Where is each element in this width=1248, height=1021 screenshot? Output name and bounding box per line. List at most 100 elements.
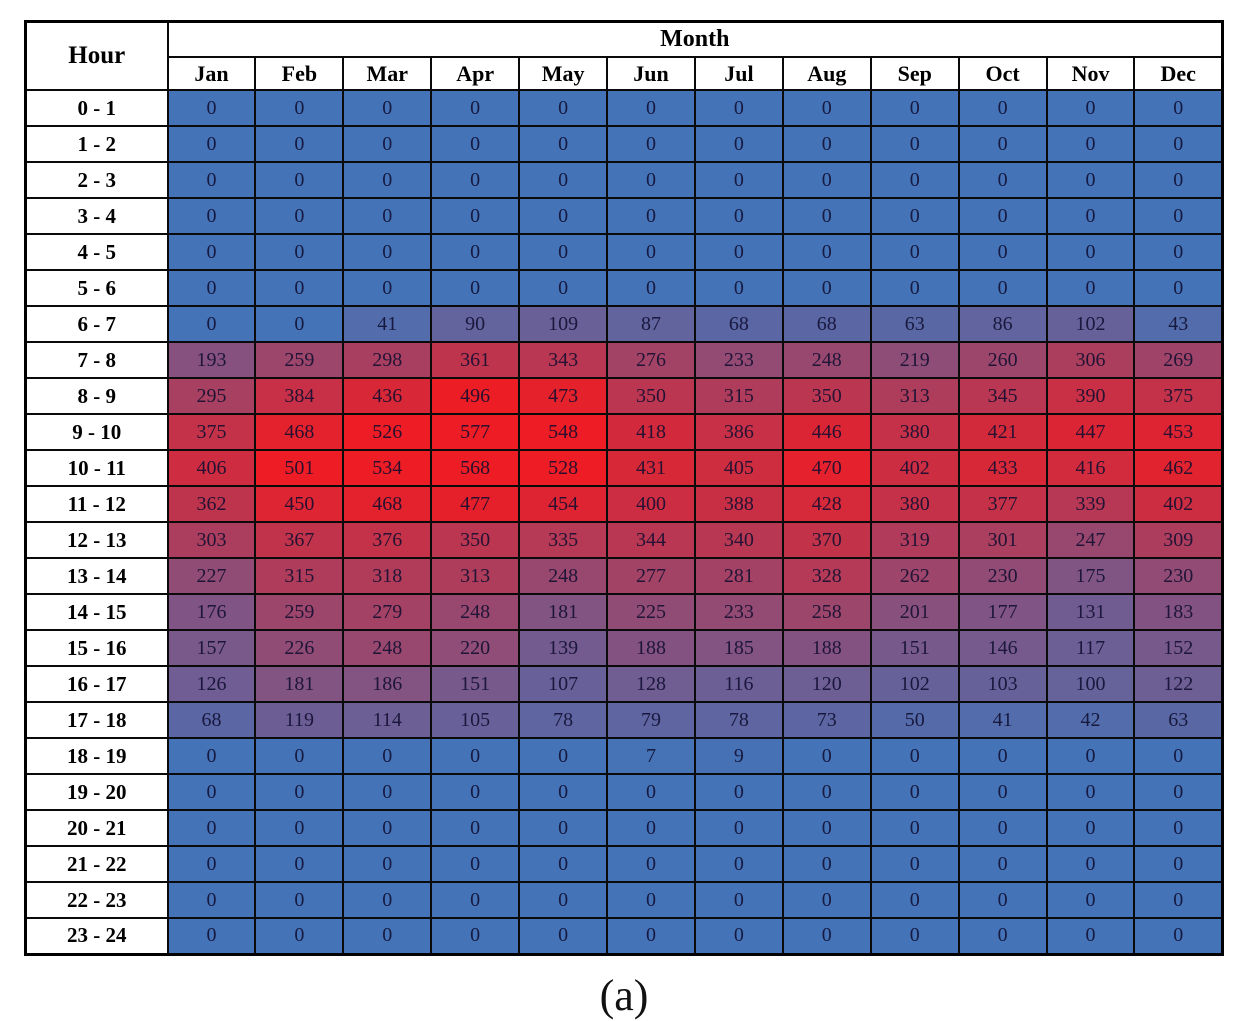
heatmap-cell: 0: [166, 269, 257, 307]
heatmap-cell: 0: [781, 197, 872, 235]
heatmap-cell: 225: [606, 593, 696, 631]
heatmap-cell: 0: [430, 809, 521, 847]
table-row: 10 - 11 406 501 534 568 528 431 405 470 402 433 416…: [24, 449, 1224, 487]
heatmap-cell: 0: [254, 917, 345, 955]
heatmap-cell: 0: [166, 233, 257, 271]
row-header-hour: 22 - 23: [24, 881, 169, 919]
heatmap-cell: 68: [693, 305, 784, 343]
heatmap-cell: 306: [1045, 341, 1136, 379]
row-header-hour: 1 - 2: [24, 125, 169, 163]
heatmap-cell: 230: [957, 557, 1048, 595]
heatmap-cell: 0: [1045, 845, 1136, 883]
heatmap-cell: 0: [606, 845, 696, 883]
row-header-hour: 18 - 19: [24, 737, 169, 775]
heatmap-cell: 0: [957, 737, 1048, 775]
heatmap-cell: 340: [693, 521, 784, 559]
month-col-header-dec: Dec: [1133, 56, 1224, 91]
subfigure-caption: (a): [599, 970, 649, 1020]
heatmap-cell: 226: [254, 629, 345, 667]
heatmap-cell: 0: [957, 125, 1048, 163]
row-header-hour: 0 - 1: [24, 89, 169, 127]
heatmap-cell: 42: [1045, 701, 1136, 739]
heatmap-cell: 0: [430, 845, 521, 883]
table-row: 11 - 12 362 450 468 477 454 400 388 428 380 377 339…: [24, 485, 1224, 523]
heatmap-cell: 43: [1133, 305, 1224, 343]
heatmap-cell: 114: [342, 701, 433, 739]
heatmap-cell: 0: [781, 845, 872, 883]
heatmap-cell: 450: [254, 485, 345, 523]
heatmap-cell: 73: [781, 701, 872, 739]
month-col-header-jun: Jun: [606, 56, 696, 91]
table-row: 22 - 23 0 0 0 0 0 0 0 0 0 0 0 0: [24, 881, 1224, 919]
heatmap-cell: 0: [606, 881, 696, 919]
heatmap-cell: 0: [430, 233, 521, 271]
heatmap-cell: 7: [606, 737, 696, 775]
table-row: 23 - 24 0 0 0 0 0 0 0 0 0 0 0 0: [24, 917, 1224, 955]
row-header-hour: 17 - 18: [24, 701, 169, 739]
table-row: 18 - 19 0 0 0 0 0 7 9 0 0 0 0 0: [24, 737, 1224, 775]
heatmap-cell: 120: [781, 665, 872, 703]
heatmap-cell: 258: [781, 593, 872, 631]
heatmap-cell: 0: [869, 881, 960, 919]
heatmap-cell: 0: [693, 845, 784, 883]
heatmap-cell: 0: [693, 269, 784, 307]
heatmap-cell: 0: [342, 233, 433, 271]
heatmap-cell: 315: [254, 557, 345, 595]
heatmap-cell: 0: [342, 269, 433, 307]
heatmap-cell: 0: [606, 161, 696, 199]
heatmap-cell: 0: [254, 845, 345, 883]
heatmap-cell: 0: [869, 197, 960, 235]
heatmap-cell: 0: [254, 197, 345, 235]
heatmap-cell: 319: [869, 521, 960, 559]
table-row: 19 - 20 0 0 0 0 0 0 0 0 0 0 0 0: [24, 773, 1224, 811]
month-col-header-mar: Mar: [342, 56, 433, 91]
heatmap-cell: 0: [166, 773, 257, 811]
heatmap-cell: 0: [606, 197, 696, 235]
heatmap-cell: 0: [342, 161, 433, 199]
heatmap-cell: 375: [1133, 377, 1224, 415]
heatmap-cell: 402: [1133, 485, 1224, 523]
heatmap-cell: 175: [1045, 557, 1136, 595]
heatmap-cell: 416: [1045, 449, 1136, 487]
table-row: 14 - 15 176 259 279 248 181 225 233 258 201 177 131…: [24, 593, 1224, 631]
heatmap-cell: 177: [957, 593, 1048, 631]
month-col-header-jan: Jan: [166, 56, 257, 91]
heatmap-cell: 0: [166, 305, 257, 343]
heatmap-cell: 318: [342, 557, 433, 595]
heatmap-cell: 0: [342, 197, 433, 235]
heatmap-cell: 176: [166, 593, 257, 631]
heatmap-cell: 313: [430, 557, 521, 595]
heatmap-cell: 105: [430, 701, 521, 739]
table-row: 20 - 21 0 0 0 0 0 0 0 0 0 0 0 0: [24, 809, 1224, 847]
heatmap-cell: 0: [1133, 233, 1224, 271]
heatmap-cell: 0: [869, 773, 960, 811]
heatmap-cell: 0: [342, 89, 433, 127]
heatmap-cell: 87: [606, 305, 696, 343]
heatmap-cell: 188: [781, 629, 872, 667]
heatmap-cell: 230: [1133, 557, 1224, 595]
heatmap-cell: 0: [518, 917, 609, 955]
heatmap-cell: 0: [693, 809, 784, 847]
heatmap-cell: 139: [518, 629, 609, 667]
row-header-hour: 3 - 4: [24, 197, 169, 235]
heatmap-cell: 386: [693, 413, 784, 451]
heatmap-cell: 0: [781, 161, 872, 199]
heatmap-cell: 281: [693, 557, 784, 595]
heatmap-cell: 119: [254, 701, 345, 739]
heatmap-cell: 0: [957, 269, 1048, 307]
heatmap-cell: 0: [1133, 881, 1224, 919]
heatmap-cell: 431: [606, 449, 696, 487]
heatmap-cell: 0: [430, 269, 521, 307]
heatmap-cell: 276: [606, 341, 696, 379]
heatmap-cell: 279: [342, 593, 433, 631]
heatmap-cell: 0: [342, 881, 433, 919]
heatmap-cell: 0: [254, 269, 345, 307]
heatmap-cell: 345: [957, 377, 1048, 415]
heatmap-cell: 388: [693, 485, 784, 523]
table-row: 13 - 14 227 315 318 313 248 277 281 328 262 230 175…: [24, 557, 1224, 595]
heatmap-cell: 405: [693, 449, 784, 487]
heatmap-cell: 260: [957, 341, 1048, 379]
heatmap-cell: 0: [518, 233, 609, 271]
heatmap-cell: 0: [1133, 125, 1224, 163]
heatmap-cell: 0: [781, 917, 872, 955]
